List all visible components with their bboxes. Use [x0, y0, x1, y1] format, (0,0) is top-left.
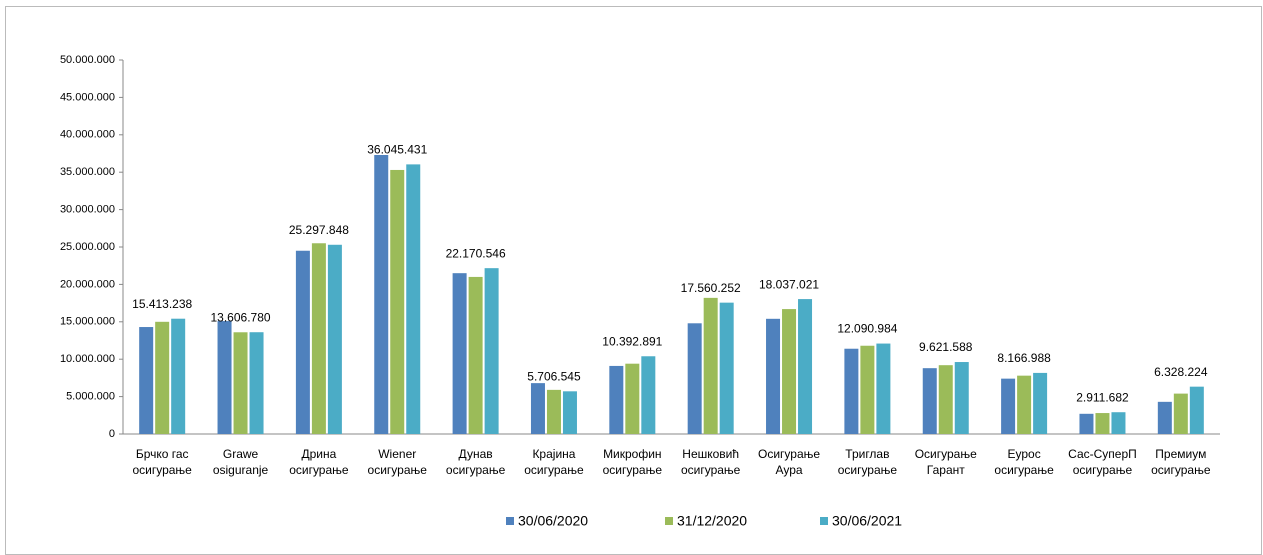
- bar: [484, 268, 499, 434]
- bar: [233, 332, 248, 434]
- bar: [798, 299, 813, 434]
- bar: [609, 365, 624, 434]
- bar: [1095, 413, 1110, 434]
- bar: [562, 391, 577, 434]
- x-tick-label: Триглав осигурање: [837, 447, 898, 477]
- bar: [139, 327, 154, 434]
- bar: [390, 169, 405, 434]
- legend-swatch: [820, 517, 828, 525]
- bar: [1111, 412, 1126, 434]
- bar: [1173, 393, 1188, 434]
- bar: [938, 365, 953, 434]
- y-tick-label: 45.000.000: [60, 91, 115, 103]
- data-label: 15.413.238: [132, 297, 192, 311]
- x-tick-label: Нешковић осигурање: [680, 447, 741, 477]
- x-tick-label: Дунав осигурање: [445, 447, 506, 477]
- data-label: 36.045.431: [367, 143, 427, 157]
- data-label: 25.297.848: [289, 223, 349, 237]
- y-tick-label: 0: [109, 428, 115, 440]
- bar: [687, 323, 702, 434]
- x-tick-label: Еурос осигурање: [994, 447, 1054, 477]
- bar: [703, 297, 718, 434]
- bar: [766, 318, 781, 434]
- bar: [844, 348, 859, 434]
- y-tick-label: 20.000.000: [60, 278, 115, 290]
- bar: [860, 345, 875, 434]
- legend-swatch: [506, 517, 514, 525]
- bar: [249, 332, 264, 434]
- data-label: 17.560.252: [681, 281, 741, 295]
- bar: [1189, 386, 1204, 434]
- x-tick-label: Премиум осигурање: [1151, 447, 1211, 477]
- x-tick-label: Микрофин осигурање: [602, 447, 662, 477]
- y-tick-label: 15.000.000: [60, 316, 115, 328]
- x-tick-label: Wiener осигурање: [367, 447, 427, 477]
- bar: [327, 244, 342, 434]
- bar: [468, 276, 483, 434]
- y-tick-label: 25.000.000: [60, 241, 115, 253]
- bar: [1033, 372, 1048, 434]
- bar: [1079, 413, 1094, 434]
- x-tick-label: Сас-СуперП осигурање: [1068, 447, 1137, 477]
- data-label: 18.037.021: [759, 277, 819, 291]
- y-tick-label: 50.000.000: [60, 54, 115, 66]
- x-tick-label: Осигурање Аура: [758, 447, 821, 477]
- bar: [311, 243, 326, 434]
- x-tick-label: Grawe osiguranje: [212, 447, 269, 477]
- bar: [452, 273, 467, 434]
- bar: [1157, 401, 1172, 434]
- legend-label: 30/06/2021: [832, 513, 902, 529]
- data-label: 13.606.780: [211, 310, 271, 324]
- data-label: 2.911.682: [1076, 390, 1129, 404]
- bar: [374, 154, 389, 434]
- bar: [922, 368, 937, 434]
- x-tick-label: Брчко гас осигурање: [132, 447, 192, 477]
- data-label: 5.706.545: [527, 369, 581, 383]
- data-label: 9.621.588: [919, 340, 973, 354]
- bar: [171, 318, 186, 434]
- legend-label: 31/12/2020: [677, 513, 747, 529]
- bar: [155, 321, 170, 434]
- bar: [782, 309, 797, 434]
- y-tick-label: 35.000.000: [60, 166, 115, 178]
- bar: [876, 343, 891, 434]
- x-tick-label: Осигурање Гарант: [914, 447, 977, 477]
- bar: [217, 321, 232, 434]
- legend-label: 30/06/2020: [518, 513, 588, 529]
- y-tick-label: 10.000.000: [60, 353, 115, 365]
- y-tick-label: 5.000.000: [66, 391, 115, 403]
- x-tick-label: Дрина осигурање: [289, 447, 349, 477]
- data-label: 12.090.984: [837, 322, 897, 336]
- data-label: 10.392.891: [602, 334, 662, 348]
- x-tick-label: Крајина осигурање: [524, 447, 584, 477]
- bar: [546, 389, 561, 434]
- bar: [954, 362, 969, 434]
- bar: [719, 302, 734, 434]
- bar: [295, 250, 310, 434]
- bar: [1017, 375, 1032, 434]
- bar: [406, 164, 421, 434]
- bar: [1001, 378, 1016, 434]
- legend-swatch: [665, 517, 673, 525]
- y-tick-label: 40.000.000: [60, 129, 115, 141]
- data-label: 22.170.546: [446, 246, 506, 260]
- y-tick-label: 30.000.000: [60, 204, 115, 216]
- data-label: 8.166.988: [997, 351, 1051, 365]
- bar: [530, 383, 545, 434]
- bar: [641, 356, 656, 434]
- data-label: 6.328.224: [1154, 365, 1208, 379]
- bar: [625, 363, 640, 434]
